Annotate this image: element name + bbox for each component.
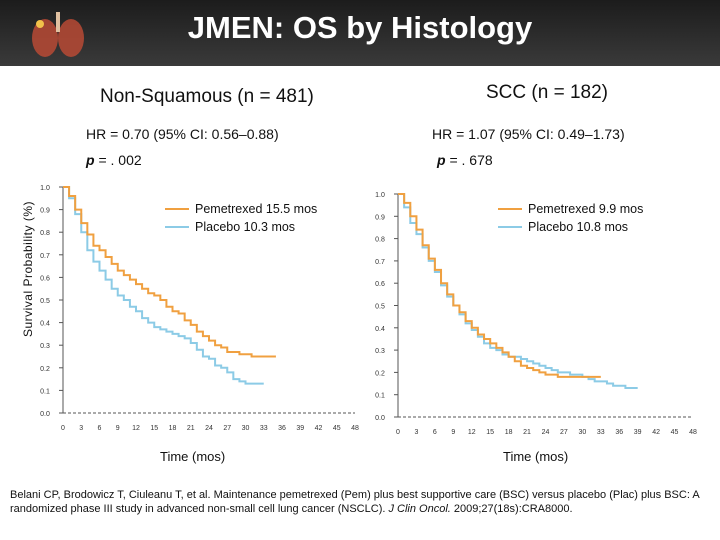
right-p-number: = . 678 [445, 152, 493, 168]
left-y-tick-label: 0.1 [40, 388, 50, 395]
right-x-tick-label: 30 [578, 429, 586, 436]
left-x-tick-label: 9 [116, 425, 120, 432]
right-y-tick-label: 0.9 [375, 214, 385, 221]
left-km-chart: 0.00.10.20.30.40.50.60.70.80.91.00 3 6 9 12 1… [40, 185, 359, 432]
left-x-axis-label: Time (mos) [160, 449, 226, 464]
right-x-tick-label: 39 [634, 429, 642, 436]
left-p-value: p = . 002 [86, 152, 142, 168]
left-x-tick-label: 6 [98, 425, 102, 432]
right-x-tick-label: 12 [468, 429, 476, 436]
lungs-logo-icon [32, 12, 84, 57]
left-x-tick-label: 36 [278, 425, 286, 432]
left-y-tick-label: 1.0 [40, 185, 50, 192]
left-x-tick-label: 3 [79, 425, 83, 432]
left-x-tick-label: 27 [223, 425, 231, 432]
page-title: JMEN: OS by Histology [187, 10, 533, 45]
left-x-tick-label: 18 [169, 425, 177, 432]
right-km-chart: 0.00.10.20.30.40.50.60.70.80.91.00 3 6 9 12 1… [375, 192, 697, 436]
right-x-tick-label: 6 [433, 429, 437, 436]
right-y-tick-label: 0.8 [375, 237, 385, 244]
left-x-tick-label: 0 [61, 425, 65, 432]
left-x-tick-label: 45 [333, 425, 341, 432]
right-x-axis-label: Time (mos) [503, 449, 569, 464]
left-legend-pemetrexed: Pemetrexed 15.5 mos [165, 200, 317, 218]
right-legend-pemetrexed-swatch [498, 208, 522, 210]
left-panel-title: Non-Squamous (n = 481) [100, 86, 314, 107]
citation-journal: J Clin Oncol. [388, 503, 451, 515]
right-y-tick-label: 1.0 [375, 192, 385, 199]
right-y-tick-label: 0.1 [375, 393, 385, 400]
left-legend-placebo-label: Placebo 10.3 mos [195, 220, 296, 234]
left-x-tick-label: 42 [315, 425, 323, 432]
citation-volume: 2009;27(18s):CRA8000. [450, 503, 573, 515]
left-x-tick-label: 24 [205, 425, 213, 432]
right-pemetrexed-curve [398, 193, 601, 378]
right-x-tick-label: 3 [414, 429, 418, 436]
citation: Belani CP, Brodowicz T, Ciuleanu T, et a… [10, 488, 710, 516]
right-legend-placebo-swatch [498, 226, 522, 228]
left-hr-text: HR = 0.70 (95% CI: 0.56–0.88) [86, 126, 279, 142]
right-y-tick-label: 0.2 [375, 370, 385, 377]
right-y-tick-label: 0.3 [375, 348, 385, 355]
left-x-tick-label: 30 [242, 425, 250, 432]
right-x-tick-label: 18 [505, 429, 513, 436]
right-y-tick-label: 0.7 [375, 259, 385, 266]
left-y-tick-label: 0.2 [40, 366, 50, 373]
right-legend-pemetrexed: Pemetrexed 9.9 mos [498, 200, 643, 218]
right-x-tick-label: 36 [615, 429, 623, 436]
left-p-number: = . 002 [94, 152, 142, 168]
right-legend-placebo-label: Placebo 10.8 mos [528, 220, 629, 234]
right-legend-placebo: Placebo 10.8 mos [498, 218, 643, 236]
left-placebo-curve [63, 186, 264, 385]
left-x-tick-label: 15 [150, 425, 158, 432]
right-x-tick-label: 42 [652, 429, 660, 436]
left-legend: Pemetrexed 15.5 mos Placebo 10.3 mos [165, 200, 317, 236]
right-x-tick-label: 45 [671, 429, 679, 436]
right-x-tick-label: 9 [451, 429, 455, 436]
left-p-label: p [86, 152, 95, 168]
left-x-tick-label: 33 [260, 425, 268, 432]
left-y-tick-label: 0.0 [40, 411, 50, 418]
left-legend-pemetrexed-swatch [165, 208, 189, 210]
left-y-tick-label: 0.8 [40, 230, 50, 237]
right-panel-title: SCC (n = 182) [486, 82, 608, 103]
left-legend-placebo-swatch [165, 226, 189, 228]
right-y-tick-label: 0.5 [375, 304, 385, 311]
right-x-tick-label: 24 [542, 429, 550, 436]
right-x-tick-label: 33 [597, 429, 605, 436]
left-y-tick-label: 0.3 [40, 343, 50, 350]
right-x-tick-label: 0 [396, 429, 400, 436]
citation-text: Belani CP, Brodowicz T, Ciuleanu T, et a… [10, 489, 700, 515]
right-legend: Pemetrexed 9.9 mos Placebo 10.8 mos [498, 200, 643, 236]
title-bar [0, 0, 720, 66]
left-legend-pemetrexed-label: Pemetrexed 15.5 mos [195, 202, 318, 216]
left-y-tick-label: 0.7 [40, 253, 50, 260]
left-y-tick-label: 0.6 [40, 275, 50, 282]
right-x-tick-label: 48 [689, 429, 697, 436]
right-x-tick-label: 27 [560, 429, 568, 436]
left-x-tick-label: 48 [351, 425, 359, 432]
left-y-tick-label: 0.4 [40, 321, 50, 328]
left-x-tick-label: 12 [132, 425, 140, 432]
right-hr-text: HR = 1.07 (95% CI: 0.49–1.73) [432, 126, 625, 142]
right-x-tick-label: 21 [523, 429, 531, 436]
left-x-tick-label: 39 [296, 425, 304, 432]
left-y-tick-label: 0.5 [40, 298, 50, 305]
left-legend-placebo: Placebo 10.3 mos [165, 218, 317, 236]
right-y-tick-label: 0.4 [375, 326, 385, 333]
right-p-value: p = . 678 [437, 152, 493, 168]
left-pemetrexed-curve [63, 186, 276, 358]
left-y-tick-label: 0.9 [40, 208, 50, 215]
right-y-tick-label: 0.0 [375, 415, 385, 422]
right-y-tick-label: 0.6 [375, 281, 385, 288]
left-x-tick-label: 21 [187, 425, 195, 432]
right-legend-pemetrexed-label: Pemetrexed 9.9 mos [528, 202, 644, 216]
right-p-label: p [437, 152, 446, 168]
right-x-tick-label: 15 [486, 429, 494, 436]
